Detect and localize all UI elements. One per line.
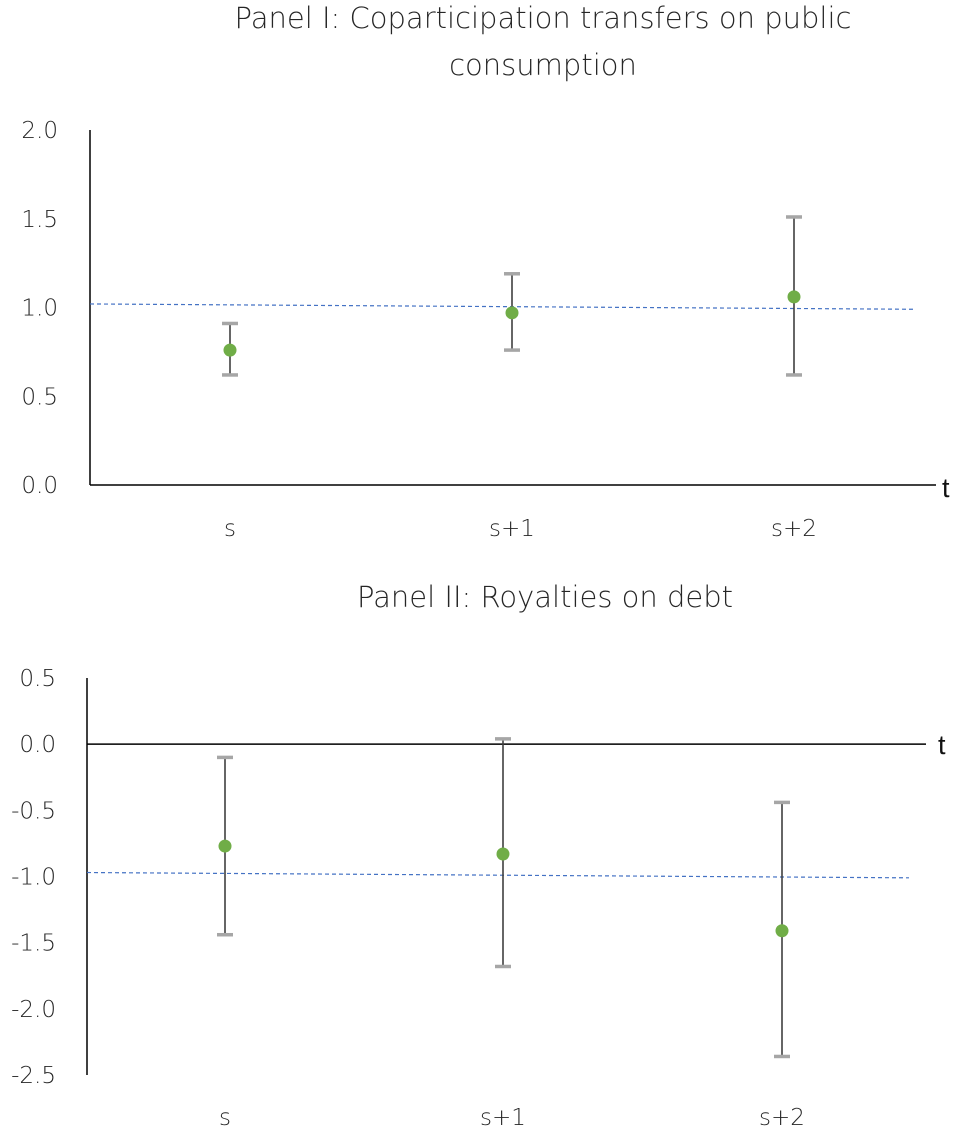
y-tick-label: 0.0 (19, 732, 56, 758)
y-tick-label: 1.5 (21, 207, 58, 233)
data-point (223, 343, 237, 357)
data-point (505, 306, 519, 320)
x-axis-label: t (942, 473, 950, 503)
chart-title-line-1: Panel II: Royalties on debt (357, 580, 733, 614)
x-tick-label: s (224, 516, 236, 542)
y-tick-label: 1.0 (21, 296, 58, 322)
x-axis-label: t (938, 730, 946, 760)
data-point (787, 290, 801, 304)
data-point (218, 839, 232, 853)
data-point (775, 924, 789, 938)
data-point (496, 847, 510, 861)
y-tick-label: 0.0 (21, 473, 58, 499)
y-tick-label: -0.5 (11, 798, 56, 824)
chart-title-line-2: consumption (449, 48, 637, 82)
y-tick-label: 0.5 (21, 384, 58, 410)
y-tick-label: 2.0 (21, 118, 58, 144)
panel-2: Panel II: Royalties on debt 0.5 0.0 -0.5 -1.… (11, 580, 946, 1131)
x-tick-label: s+2 (771, 516, 817, 542)
reference-line (86, 871, 910, 879)
reference-line (89, 303, 916, 310)
panel-1: Panel I: Coparticipation transfers on pu… (21, 1, 950, 542)
y-tick-label: -1.0 (11, 865, 56, 891)
x-tick-label: s (219, 1105, 231, 1131)
x-tick-label: s+1 (489, 516, 535, 542)
chart-title-line-1: Panel I: Coparticipation transfers on pu… (235, 1, 852, 35)
y-tick-label: -2.5 (11, 1063, 56, 1089)
y-tick-label: 0.5 (19, 666, 56, 692)
x-tick-label: s+1 (480, 1105, 526, 1131)
y-tick-label: -2.0 (11, 997, 56, 1023)
y-tick-label: -1.5 (11, 931, 56, 957)
x-tick-label: s+2 (759, 1105, 805, 1131)
